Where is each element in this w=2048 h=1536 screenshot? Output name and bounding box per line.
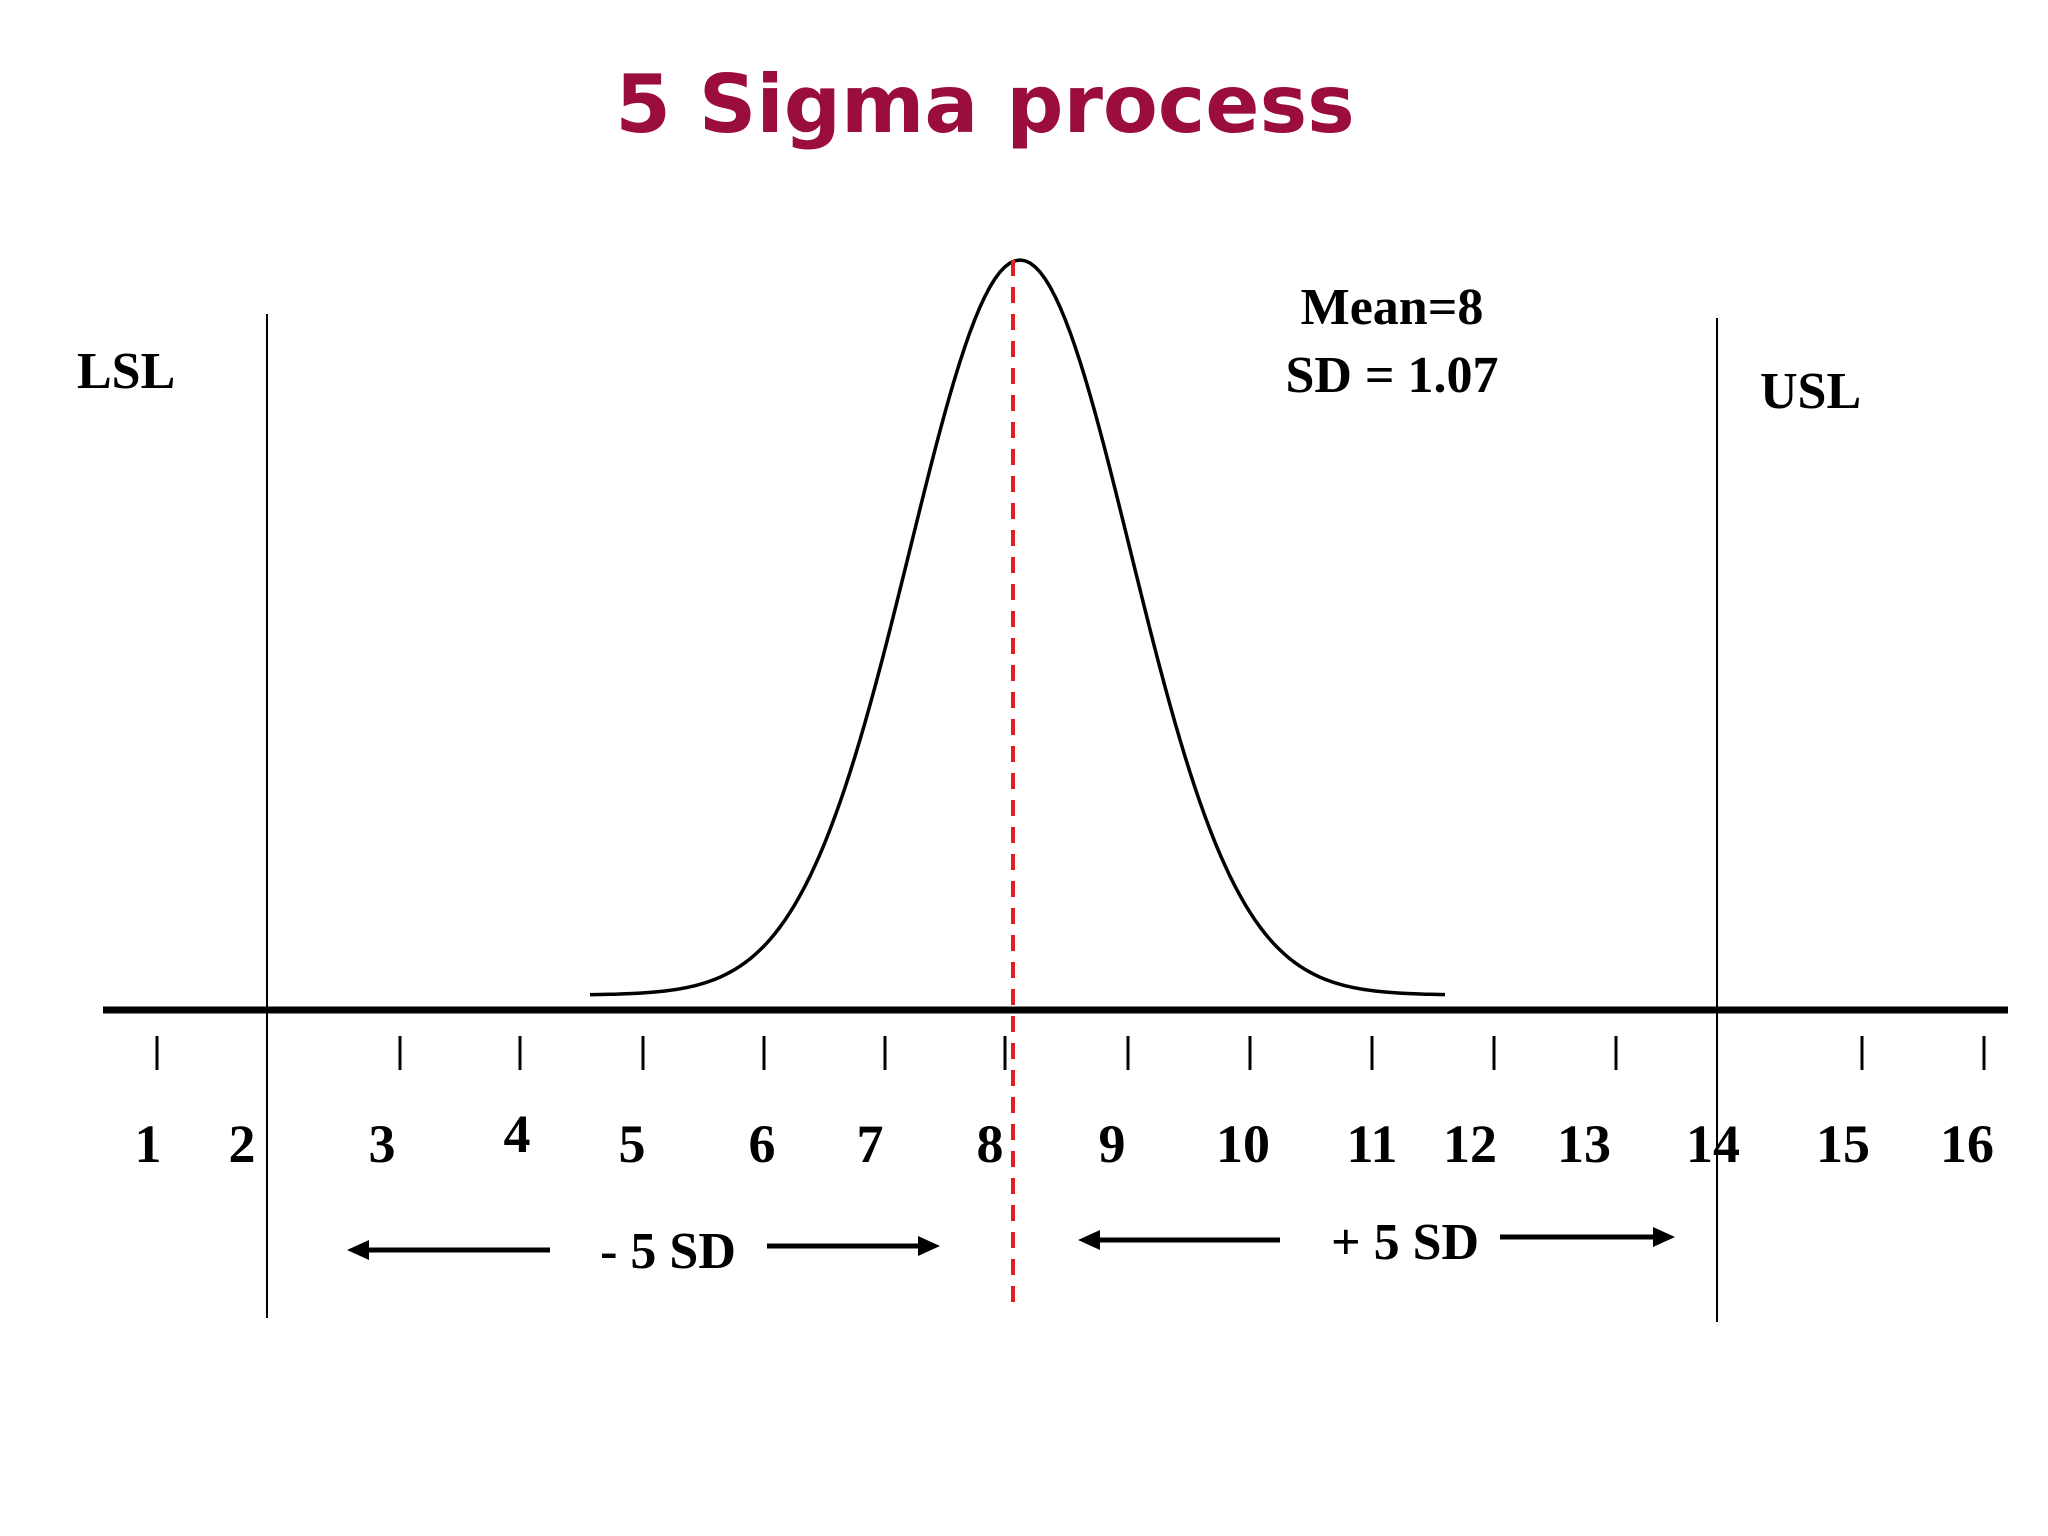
x-tick-label: 3: [369, 1114, 396, 1174]
x-tick-label: 14: [1686, 1114, 1740, 1174]
x-tick-label: 9: [1099, 1114, 1126, 1174]
plus-sd-right-arrowhead: [1653, 1227, 1675, 1247]
lsl-label: LSL: [77, 343, 175, 400]
x-axis-tick-labels: 1 2 3 4 5 6 7 8 9 10 11 12 13 14 15 16: [135, 1104, 1995, 1174]
x-tick-label: 11: [1346, 1114, 1397, 1174]
x-tick-label: 15: [1816, 1114, 1870, 1174]
x-tick-label: 10: [1216, 1114, 1270, 1174]
x-tick-label: 6: [749, 1114, 776, 1174]
x-tick-label: 4: [504, 1104, 531, 1164]
x-tick-label: 13: [1557, 1114, 1611, 1174]
x-tick-label: 16: [1940, 1114, 1994, 1174]
diagram-title: 5 Sigma process: [615, 58, 1355, 151]
plus-sd-left-arrowhead: [1078, 1230, 1100, 1250]
mean-label: Mean=8: [1301, 279, 1484, 336]
x-tick-label: 1: [135, 1114, 162, 1174]
x-tick-label: 8: [977, 1114, 1004, 1174]
minus-sd-left-arrowhead: [347, 1240, 369, 1260]
x-tick-label: 5: [619, 1114, 646, 1174]
plus-sd-label: + 5 SD: [1331, 1214, 1479, 1271]
usl-label: USL: [1760, 363, 1861, 420]
distribution-curve: [590, 258, 1446, 997]
x-tick-label: 2: [229, 1114, 256, 1174]
x-axis-ticks: [155, 1036, 1986, 1070]
x-tick-label: 7: [857, 1114, 884, 1174]
minus-sd-right-arrowhead: [918, 1236, 940, 1256]
minus-sd-label: - 5 SD: [600, 1223, 736, 1280]
x-tick-label: 12: [1443, 1114, 1497, 1174]
sd-label: SD = 1.07: [1285, 347, 1498, 404]
